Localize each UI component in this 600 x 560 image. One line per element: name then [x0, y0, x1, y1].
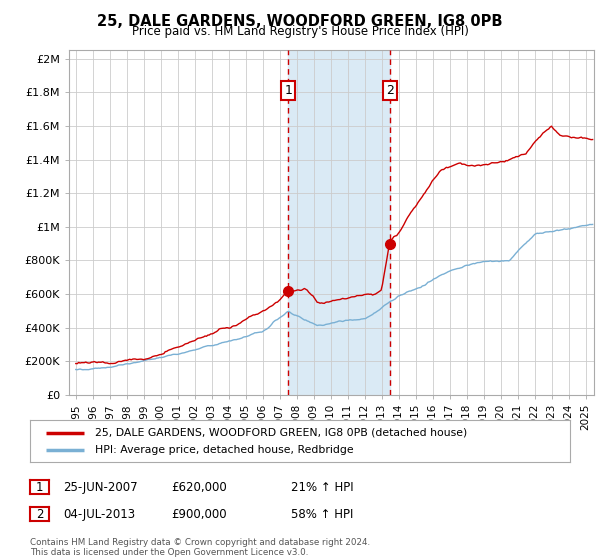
Text: £900,000: £900,000: [171, 507, 227, 521]
Text: 04-JUL-2013: 04-JUL-2013: [63, 507, 135, 521]
Text: 1: 1: [284, 84, 292, 97]
Text: 21% ↑ HPI: 21% ↑ HPI: [291, 480, 353, 494]
Text: 25, DALE GARDENS, WOODFORD GREEN, IG8 0PB: 25, DALE GARDENS, WOODFORD GREEN, IG8 0P…: [97, 14, 503, 29]
Bar: [288, 50, 390, 395]
Text: 25, DALE GARDENS, WOODFORD GREEN, IG8 0PB (detached house): 25, DALE GARDENS, WOODFORD GREEN, IG8 0P…: [95, 428, 467, 437]
Text: 58% ↑ HPI: 58% ↑ HPI: [291, 507, 353, 521]
Text: 2: 2: [386, 84, 394, 97]
Text: Price paid vs. HM Land Registry's House Price Index (HPI): Price paid vs. HM Land Registry's House …: [131, 25, 469, 38]
Text: £620,000: £620,000: [171, 480, 227, 494]
Text: 2: 2: [36, 507, 43, 521]
Text: HPI: Average price, detached house, Redbridge: HPI: Average price, detached house, Redb…: [95, 445, 353, 455]
Text: 1: 1: [36, 480, 43, 494]
Text: Contains HM Land Registry data © Crown copyright and database right 2024.
This d: Contains HM Land Registry data © Crown c…: [30, 538, 370, 557]
Text: 25-JUN-2007: 25-JUN-2007: [63, 480, 137, 494]
